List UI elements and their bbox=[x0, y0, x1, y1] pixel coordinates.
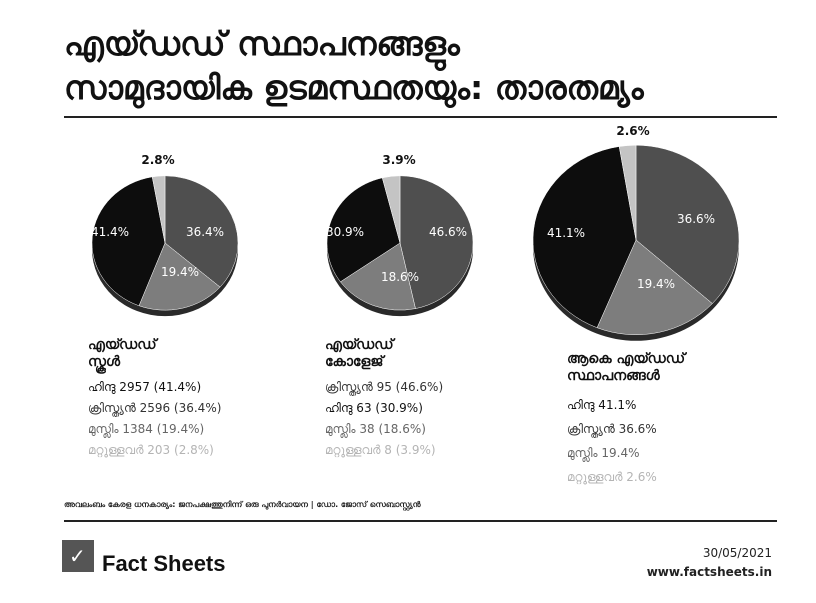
college-christian-row: ക്രിസ്ത്യൻ 95 (46.6%) bbox=[325, 380, 444, 394]
college-heading-1: എയ്ഡഡ് bbox=[325, 337, 394, 353]
total-heading-1: ആകെ എയ്ഡഡ് bbox=[567, 351, 686, 367]
pie-slice-christian bbox=[635, 144, 740, 304]
school-heading-1: എയ്ഡഡ് bbox=[88, 337, 157, 353]
total-muslim-row: മുസ്ലിം 19.4% bbox=[567, 446, 640, 460]
pie-label-others: 3.9% bbox=[382, 153, 415, 167]
pie-label-muslim: 18.6% bbox=[381, 270, 419, 284]
check-icon: ✓ bbox=[62, 540, 94, 572]
brand-name: Fact Sheets bbox=[102, 551, 226, 576]
website-link[interactable]: www.factsheets.in bbox=[646, 565, 772, 579]
pie-slice-muslim bbox=[138, 242, 221, 311]
page-title-line-2: സാമുദായിക ഉടമസ്ഥതയും: താരതമ്യം bbox=[64, 68, 644, 107]
pie-slice-others bbox=[381, 175, 401, 244]
pie-label-hindu: 41.1% bbox=[547, 226, 585, 240]
pie-slice-christian bbox=[399, 175, 474, 309]
school-heading-2: സ്കൂൾ bbox=[88, 354, 121, 370]
pie-label-christian: 36.4% bbox=[186, 225, 224, 239]
pie-label-others: 2.8% bbox=[141, 153, 174, 167]
pie-slice-muslim bbox=[340, 242, 416, 311]
school-muslim-row: മുസ്ലിം 1384 (19.4%) bbox=[88, 422, 205, 436]
top-divider bbox=[64, 116, 777, 118]
bottom-divider bbox=[64, 520, 777, 522]
source-note: അവലംബം കേരള ധനകാര്യം: ജനപക്ഷത്തുനിന്ന് ഒ… bbox=[64, 500, 421, 509]
pie-label-hindu: 30.9% bbox=[326, 225, 364, 239]
college-hindu-row: ഹിന്ദു 63 (30.9%) bbox=[325, 401, 423, 415]
college-legend: എയ്ഡഡ് കോളേജ് ക്രിസ്ത്യൻ 95 (46.6%) ഹിന്… bbox=[325, 337, 443, 461]
college-heading-2: കോളേജ് bbox=[325, 354, 384, 370]
pie-label-christian: 46.6% bbox=[429, 225, 467, 239]
pie-slice-others bbox=[151, 175, 166, 244]
publish-date: 30/05/2021 bbox=[702, 546, 772, 560]
pie-label-hindu: 41.4% bbox=[91, 225, 129, 239]
college-others-row: മറ്റുള്ളവർ 8 (3.9%) bbox=[325, 443, 436, 457]
school-legend: എയ്ഡഡ് സ്കൂൾ ഹിന്ദു 2957 (41.4%) ക്രിസ്ത… bbox=[88, 337, 221, 461]
total-others-row: മറ്റുള്ളവർ 2.6% bbox=[567, 470, 657, 484]
pie-slice-muslim bbox=[596, 239, 713, 335]
page-title-line-1: എയ്ഡഡ് സ്ഥാപനങ്ങളും bbox=[64, 24, 460, 63]
total-heading-2: സ്ഥാപനങ്ങൾ bbox=[567, 368, 660, 384]
pie-slice-hindu bbox=[532, 146, 637, 329]
total-legend: ആകെ എയ്ഡഡ് സ്ഥാപനങ്ങൾ ഹിന്ദു 41.1% ക്രിസ… bbox=[567, 351, 685, 489]
pie-slice-others bbox=[618, 144, 637, 241]
total-christian-row: ക്രിസ്ത്യൻ 36.6% bbox=[567, 422, 657, 436]
pie-label-muslim: 19.4% bbox=[161, 265, 199, 279]
pie-label-christian: 36.6% bbox=[677, 212, 715, 226]
school-others-row: മറ്റുള്ളവർ 203 (2.8%) bbox=[88, 443, 214, 457]
pie-label-muslim: 19.4% bbox=[637, 277, 675, 291]
school-hindu-row: ഹിന്ദു 2957 (41.4%) bbox=[88, 380, 202, 394]
pie-label-others: 2.6% bbox=[616, 124, 649, 138]
total-hindu-row: ഹിന്ദു 41.1% bbox=[567, 398, 637, 412]
pie-slice-christian bbox=[164, 175, 239, 288]
college-muslim-row: മുസ്ലിം 38 (18.6%) bbox=[325, 422, 426, 436]
pie-slice-hindu bbox=[326, 177, 401, 283]
pie-slice-hindu bbox=[91, 176, 166, 307]
school-christian-row: ക്രിസ്ത്യൻ 2596 (36.4%) bbox=[88, 401, 222, 415]
